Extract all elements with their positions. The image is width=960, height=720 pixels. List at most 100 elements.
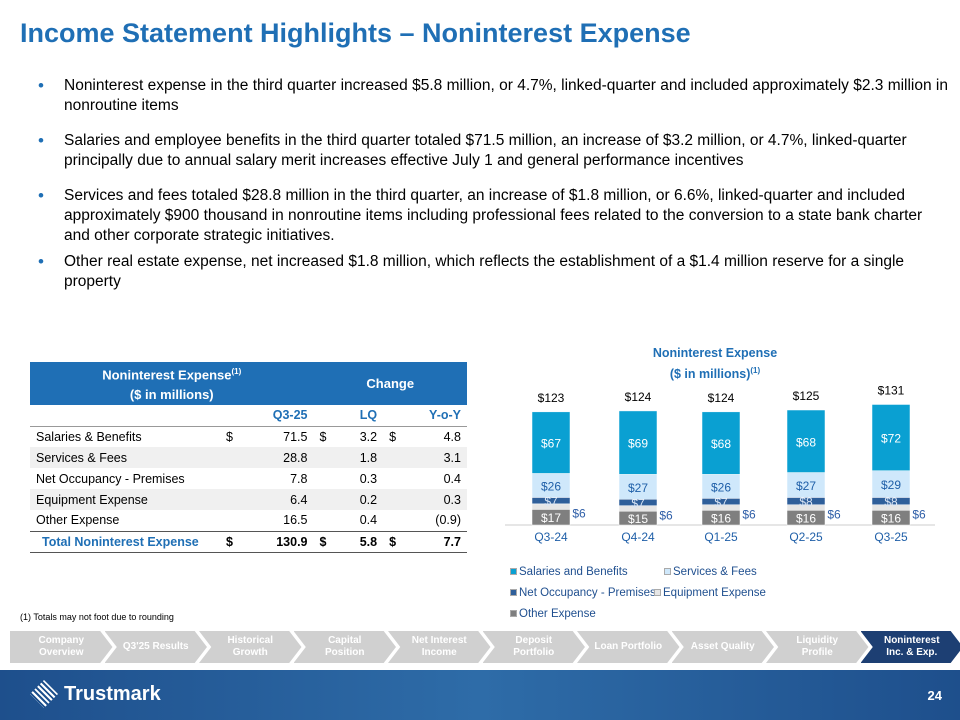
data-label: $29	[881, 478, 901, 492]
currency-symbol: $	[319, 429, 327, 444]
currency-symbol: $	[226, 429, 233, 444]
bar-segment	[531, 411, 571, 474]
bar-segment	[871, 404, 911, 471]
data-label: $67	[541, 437, 561, 451]
data-label: $15	[628, 512, 648, 526]
bullet-item: Noninterest expense in the third quarter…	[36, 76, 948, 116]
legend-label: Net Occupancy - Premises	[519, 587, 656, 599]
cell-value: 0.4	[359, 513, 378, 528]
legend-swatch	[664, 568, 671, 575]
currency-symbol: $	[313, 530, 333, 553]
cell-value: 1.8	[332, 447, 384, 468]
data-label: $17	[541, 511, 561, 525]
data-label: $8	[799, 495, 813, 509]
currency-symbol	[314, 510, 333, 531]
cell-value: 28.8	[238, 447, 314, 468]
bullet-item: Services and fees totaled $28.8 million …	[36, 186, 948, 246]
total-label: $125	[793, 389, 820, 403]
nav-tab[interactable]: Company Overview	[10, 631, 113, 663]
nav-tab[interactable]: Loan Portfolio	[577, 631, 680, 663]
currency-symbol	[220, 447, 239, 468]
data-label: $68	[711, 437, 731, 451]
x-tick-label: Q4-24	[621, 530, 655, 544]
row-label: Services & Fees	[30, 447, 220, 468]
brand-name: Trustmark	[64, 682, 161, 705]
expense-table: Noninterest Expense(1) Change ($ in milli…	[30, 362, 467, 553]
footnote: (1) Totals may not foot due to rounding	[20, 612, 174, 622]
row-label: Other Expense	[36, 513, 120, 528]
table-title: Noninterest Expense	[102, 367, 232, 383]
nav-tab[interactable]: Historical Growth	[199, 631, 302, 663]
currency-symbol	[220, 510, 239, 531]
table-row: Total Noninterest Expense $130.9 $5.8 $7.7	[30, 530, 467, 553]
data-label: $26	[541, 479, 561, 493]
bar-segment	[871, 470, 911, 498]
cell-value: 0.3	[402, 489, 467, 510]
bar-segment	[618, 474, 658, 500]
cell-value: 130.9	[238, 530, 314, 553]
col-header: LQ	[313, 405, 384, 427]
cell-value: 0.3	[359, 471, 378, 486]
nav-tab[interactable]: Deposit Portfolio	[482, 631, 585, 663]
chart-subtitle-sup: (1)	[750, 366, 761, 375]
currency-symbol: $	[220, 530, 239, 553]
legend-item: Salaries and Benefits	[510, 562, 660, 583]
cell-value: 71.5	[283, 429, 308, 444]
legend-item: Net Occupancy - Premises	[510, 583, 656, 604]
nav-tab[interactable]: Liquidity Profile	[766, 631, 869, 663]
currency-symbol	[314, 468, 333, 489]
cell-value: 0.4	[443, 471, 461, 486]
currency-symbol	[383, 447, 403, 468]
total-label: $124	[708, 391, 735, 405]
legend-label: Other Expense	[519, 608, 596, 620]
data-label: $6	[912, 508, 926, 522]
data-label: $8	[884, 495, 898, 509]
data-label: $72	[881, 432, 901, 446]
footer-bar: Trustmark 24	[0, 670, 960, 720]
chart-title-text: Noninterest Expense	[652, 346, 778, 360]
x-tick-label: Q2-25	[789, 530, 823, 544]
row-label: Equipment Expense	[30, 489, 220, 510]
data-label: $6	[827, 508, 841, 522]
table-row: Net Occupancy - Premises 7.8 0.3 0.4	[30, 468, 467, 489]
chart-legend: Salaries and Benefits Services & Fees Net …	[510, 562, 950, 625]
row-label: Total Noninterest Expense	[30, 530, 220, 553]
currency-symbol	[220, 468, 239, 489]
bullet-list: Noninterest expense in the third quarter…	[36, 76, 948, 307]
chart-title: Noninterest Expense ($ in millions)(1)	[620, 345, 810, 383]
change-header: Change	[313, 362, 467, 405]
legend-item: Equipment Expense	[654, 583, 804, 604]
legend-item: Other Expense	[510, 604, 650, 625]
cell-value: (0.9)	[435, 513, 461, 528]
total-label: $123	[538, 391, 565, 405]
nav-tab[interactable]: Noninterest Inc. & Exp.	[860, 631, 960, 663]
table-row: Salaries & Benefits $71.5 $3.2 $4.8	[30, 426, 467, 447]
data-label: $6	[659, 508, 673, 522]
cell-value: 16.5	[283, 513, 308, 528]
data-label: $6	[742, 508, 756, 522]
bar-segment	[786, 472, 826, 498]
currency-symbol: $	[383, 530, 403, 553]
nav-tab[interactable]: Net Interest Income	[388, 631, 491, 663]
legend-swatch	[510, 568, 517, 575]
data-label: $69	[628, 437, 648, 451]
nav-tab[interactable]: Q3'25 Results	[104, 631, 207, 663]
legend-swatch	[654, 589, 661, 596]
cell-value: 7.8	[290, 471, 308, 486]
legend-label: Services & Fees	[673, 566, 757, 578]
nav-tab[interactable]: Asset Quality	[671, 631, 774, 663]
legend-item: Services & Fees	[664, 562, 804, 583]
logo-icon	[30, 680, 58, 708]
currency-symbol	[313, 447, 333, 468]
data-label: $16	[711, 512, 731, 526]
page-title: Income Statement Highlights – Noninteres…	[20, 18, 691, 48]
total-label: $124	[625, 390, 652, 404]
nav-tab[interactable]: Capital Position	[293, 631, 396, 663]
x-tick-label: Q1-25	[704, 530, 738, 544]
data-label: $27	[796, 479, 816, 493]
page-number: 24	[927, 688, 942, 703]
cell-value: 6.4	[238, 489, 314, 510]
data-label: $27	[628, 481, 648, 495]
currency-symbol	[313, 489, 333, 510]
total-label: $131	[878, 383, 905, 397]
